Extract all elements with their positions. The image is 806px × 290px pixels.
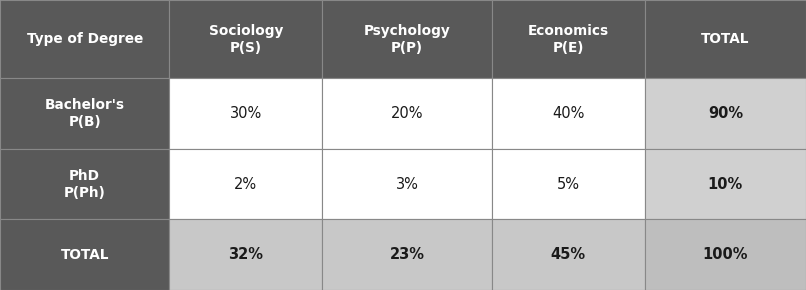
Text: Type of Degree: Type of Degree (27, 32, 143, 46)
Bar (0, 0, 169, 78)
Text: PhD
P(Ph): PhD P(Ph) (64, 169, 106, 200)
Text: 90%: 90% (708, 106, 743, 121)
Bar (0, 220, 169, 290)
Bar (0, 78, 169, 149)
Text: 32%: 32% (228, 247, 264, 262)
Bar (322, 78, 492, 149)
Bar (322, 0, 492, 78)
Text: 5%: 5% (557, 177, 580, 192)
Text: 20%: 20% (391, 106, 423, 121)
Bar (169, 78, 322, 149)
Bar (645, 0, 806, 78)
Bar (492, 220, 645, 290)
Text: Bachelor's
P(B): Bachelor's P(B) (44, 98, 125, 129)
Text: 23%: 23% (389, 247, 425, 262)
Text: 2%: 2% (235, 177, 257, 192)
Bar (322, 220, 492, 290)
Text: Sociology
P(S): Sociology P(S) (209, 24, 283, 55)
Bar (492, 78, 645, 149)
Bar (322, 149, 492, 220)
Bar (645, 78, 806, 149)
Text: 3%: 3% (396, 177, 418, 192)
Text: 30%: 30% (230, 106, 262, 121)
Bar (169, 0, 322, 78)
Bar (492, 149, 645, 220)
Bar (645, 149, 806, 220)
Text: 40%: 40% (552, 106, 584, 121)
Text: TOTAL: TOTAL (701, 32, 750, 46)
Text: 45%: 45% (550, 247, 586, 262)
Text: TOTAL: TOTAL (60, 248, 109, 262)
Bar (492, 0, 645, 78)
Text: Economics
P(E): Economics P(E) (528, 24, 609, 55)
Text: 10%: 10% (708, 177, 743, 192)
Text: 100%: 100% (703, 247, 748, 262)
Bar (0, 149, 169, 220)
Bar (169, 220, 322, 290)
Bar (645, 220, 806, 290)
Text: Psychology
P(P): Psychology P(P) (364, 24, 451, 55)
Bar (169, 149, 322, 220)
